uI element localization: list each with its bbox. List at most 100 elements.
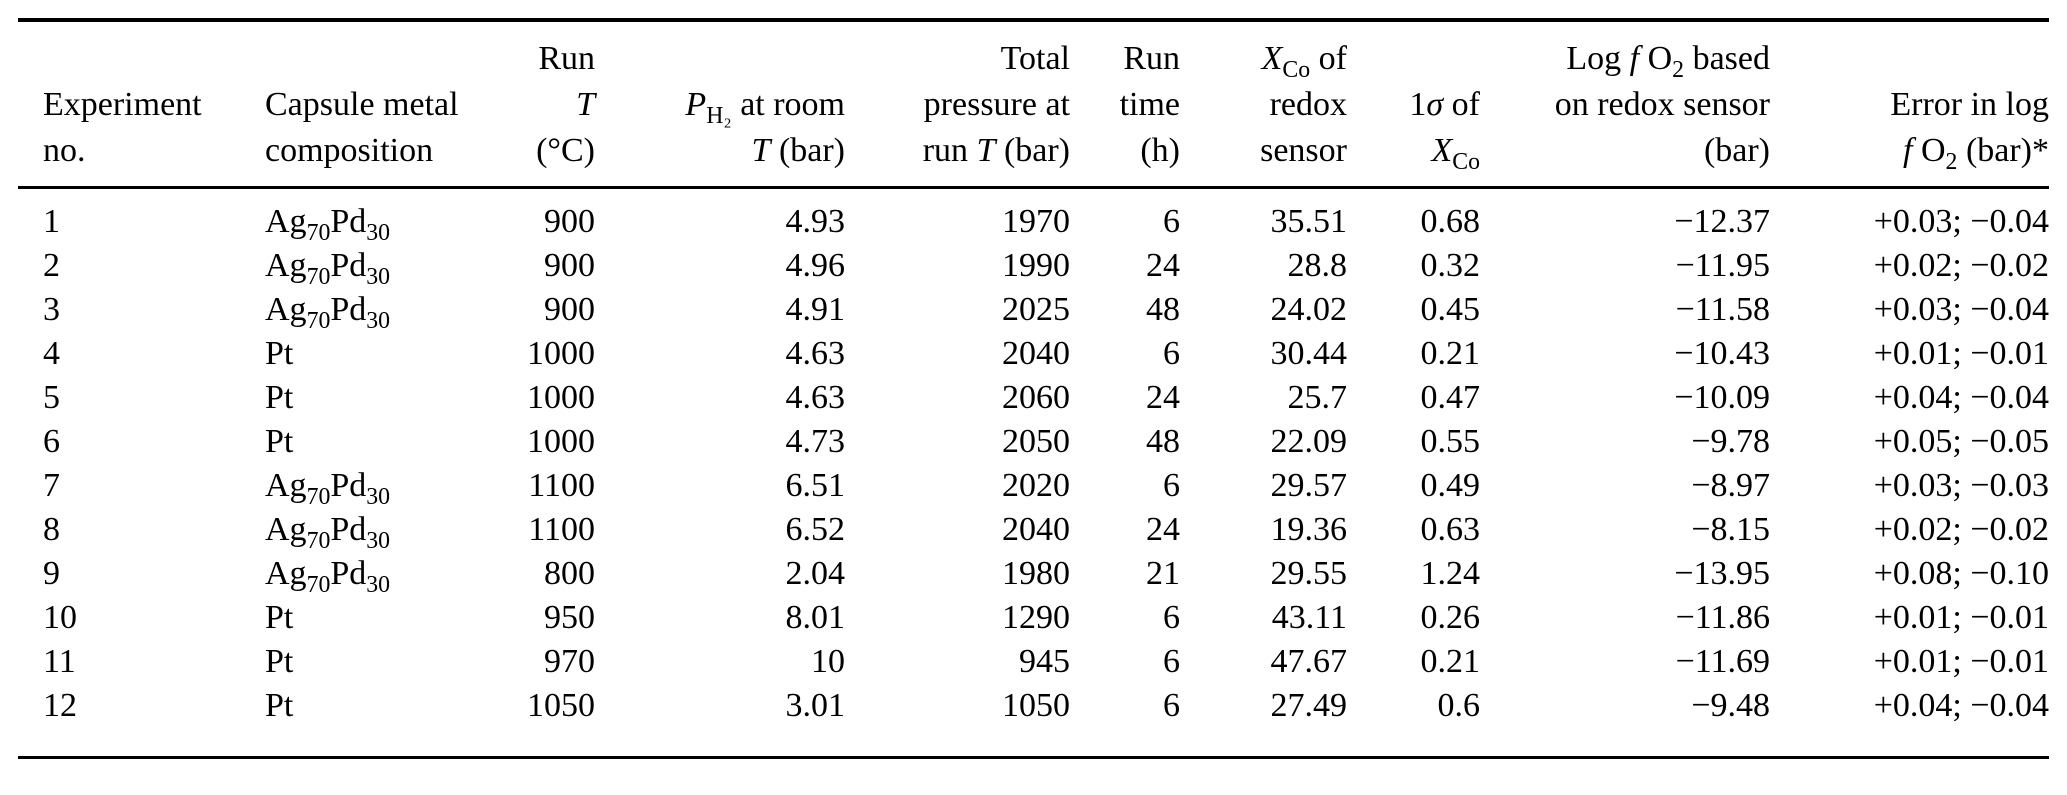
cell-xco-of-redox-sensor: 29.57 [1270,467,1348,504]
cell-one-sigma-of-xco: 0.45 [1420,291,1481,328]
cell-total-pressure: 1970 [1002,203,1070,240]
experiments-table: Experiment no. Capsule metal composition Run… [18,18,2049,759]
column-header-line: T [576,86,595,123]
cell-experiment-no: 5 [43,379,60,416]
cell-experiment-no: 4 [43,335,60,372]
cell-log-fo2-redox-sensor: −11.58 [1675,291,1770,328]
cell-total-pressure: 945 [1019,643,1070,680]
table-header-row: Experiment no. Capsule metal composition Run… [18,20,2049,189]
cell-one-sigma-of-xco: 0.68 [1420,203,1481,240]
column-header-line: Capsule metal [265,86,459,123]
cell-experiment-no: 1 [43,203,60,240]
cell-run-time: 24 [1146,379,1180,416]
column-header-capsule-metal: Capsule metal composition [265,20,495,189]
cell-log-fo2-redox-sensor: −11.95 [1675,247,1770,284]
cell-total-pressure: 2025 [1002,291,1070,328]
cell-run-time: 24 [1146,247,1180,284]
table-row: 9 Ag70Pd30 800 2.04 1980 21 29.55 1.24 −13.95 +0.… [18,552,2049,598]
table-row: 5 Pt 1000 4.63 2060 24 25.7 0.47 −10.09 +0.04; −0… [18,376,2049,420]
table-row: 6 Pt 1000 4.73 2050 48 22.09 0.55 −9.78 +0.05; −0… [18,420,2049,464]
cell-ph2-at-room-t: 4.73 [785,423,846,460]
cell-total-pressure: 2020 [1002,467,1070,504]
table-row: 4 Pt 1000 4.63 2040 6 30.44 0.21 −10.43 +0.01; −0… [18,332,2049,376]
cell-log-fo2-redox-sensor: −8.97 [1691,467,1770,504]
cell-experiment-no: 6 [43,423,60,460]
cell-log-fo2-redox-sensor: −8.15 [1691,511,1770,548]
cell-xco-of-redox-sensor: 43.11 [1271,599,1347,636]
column-header-line: run T (bar) [922,132,1070,169]
cell-xco-of-redox-sensor: 28.8 [1287,247,1348,284]
cell-one-sigma-of-xco: 0.49 [1420,467,1481,504]
cell-xco-of-redox-sensor: 30.44 [1270,335,1348,372]
cell-ph2-at-room-t: 4.91 [785,291,846,328]
column-header-log-fo2-redox-sensor: Log f O2 based on redox sensor (bar) [1480,20,1770,189]
cell-run-time: 6 [1163,687,1180,724]
cell-ph2-at-room-t: 2.04 [785,555,846,592]
cell-xco-of-redox-sensor: 24.02 [1270,291,1348,328]
column-header-line: Run [538,40,595,77]
cell-one-sigma-of-xco: 0.26 [1420,599,1481,636]
table-row: 2 Ag70Pd30 900 4.96 1990 24 28.8 0.32 −11.95 +0.0… [18,244,2049,289]
cell-xco-of-redox-sensor: 35.51 [1270,203,1348,240]
column-header-line: XCo of [1261,40,1347,83]
column-header-experiment-no: Experiment no. [18,20,265,189]
cell-one-sigma-of-xco: 0.21 [1420,643,1481,680]
column-header-line: pressure at [923,86,1070,123]
cell-error-in-log-fo2: +0.01; −0.01 [1873,335,2049,372]
cell-run-time: 21 [1146,555,1180,592]
cell-error-in-log-fo2: +0.02; −0.02 [1873,247,2049,284]
cell-xco-of-redox-sensor: 27.49 [1270,687,1348,724]
cell-one-sigma-of-xco: 0.63 [1420,511,1481,548]
column-header-line: XCo [1431,132,1480,175]
cell-run-temperature: 970 [544,643,595,680]
column-header-run-temperature: Run T (°C) [495,20,595,189]
cell-total-pressure: 1290 [1002,599,1070,636]
column-header-ph2-at-room-t: PH₂ at room T (bar) [595,20,845,189]
cell-total-pressure: 1980 [1002,555,1070,592]
cell-one-sigma-of-xco: 0.47 [1420,379,1481,416]
cell-experiment-no: 2 [43,247,60,284]
table-container: Experiment no. Capsule metal composition Run… [0,18,2067,759]
cell-total-pressure: 2040 [1002,335,1070,372]
column-header-line: (h) [1140,132,1180,169]
cell-capsule-metal: Ag70Pd30 [265,467,391,510]
table-row: 1 Ag70Pd30 900 4.93 1970 6 35.51 0.68 −12.37 +0.0… [18,188,2049,245]
cell-run-time: 6 [1163,467,1180,504]
cell-run-time: 6 [1163,335,1180,372]
cell-ph2-at-room-t: 10 [811,643,845,680]
column-header-line: (°C) [536,132,595,169]
cell-capsule-metal: Ag70Pd30 [265,291,391,334]
cell-error-in-log-fo2: +0.04; −0.04 [1873,687,2049,724]
column-header-line: time [1119,86,1180,123]
cell-capsule-metal: Ag70Pd30 [265,555,391,598]
cell-one-sigma-of-xco: 1.24 [1420,555,1481,592]
cell-run-temperature: 1050 [527,687,595,724]
cell-run-temperature: 1000 [527,335,595,372]
cell-log-fo2-redox-sensor: −9.78 [1691,423,1770,460]
column-header-line: on redox sensor [1554,86,1770,123]
table-row: 8 Ag70Pd30 1100 6.52 2040 24 19.36 0.63 −8.15 +0.… [18,508,2049,553]
cell-run-temperature: 900 [544,291,595,328]
column-header-xco-of-redox-sensor: XCo of redox sensor [1180,20,1347,189]
cell-xco-of-redox-sensor: 22.09 [1270,423,1348,460]
column-header-line: T (bar) [751,132,845,169]
column-header-line: Run [1123,40,1180,77]
column-header-line: Error in log [1890,86,2049,123]
cell-run-time: 48 [1146,423,1180,460]
cell-capsule-metal: Pt [265,335,294,372]
cell-capsule-metal: Pt [265,643,294,680]
cell-log-fo2-redox-sensor: −11.86 [1675,599,1770,636]
cell-capsule-metal: Pt [265,379,294,416]
cell-capsule-metal: Ag70Pd30 [265,203,391,246]
column-header-line: no. [43,132,86,169]
cell-experiment-no: 8 [43,511,60,548]
cell-run-temperature: 1100 [528,511,595,548]
cell-ph2-at-room-t: 4.96 [785,247,846,284]
cell-error-in-log-fo2: +0.03; −0.03 [1873,467,2049,504]
cell-xco-of-redox-sensor: 47.67 [1270,643,1348,680]
cell-xco-of-redox-sensor: 19.36 [1270,511,1348,548]
column-header-line: Log f O2 based [1566,40,1770,83]
cell-experiment-no: 9 [43,555,60,592]
cell-experiment-no: 11 [43,643,76,680]
column-header-run-time: Run time (h) [1070,20,1180,189]
